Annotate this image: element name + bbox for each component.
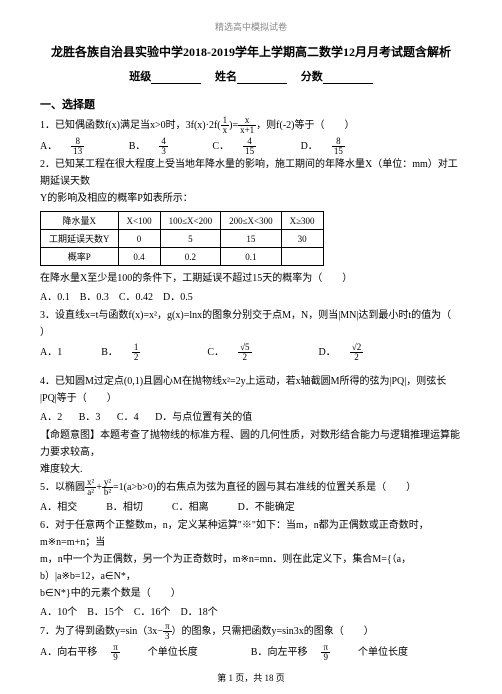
option-b: B．相切: [106, 499, 143, 517]
q2-line2: Y的影响及相应的概率P如表所示：: [40, 190, 462, 207]
option-c: C．相离: [172, 499, 209, 517]
q2-table: 降水量XX<100100≤X<200200≤X<300X≥300 工期延误天数Y…: [40, 211, 324, 266]
option-b: B．向左平移π9个单位长度: [251, 643, 422, 662]
option-b: B．12: [101, 343, 168, 362]
fraction-icon: xx+1: [238, 116, 256, 135]
class-label: 班级: [129, 68, 151, 84]
q1-text: 1．已知偶函数f(x)满足当x>0时，3f(x)·2f(: [40, 120, 221, 131]
question-2: 2．已知某工程在很大程度上受当地年降水量的影响，施工期间的年降水量X（单位：mm…: [40, 156, 462, 207]
question-4: 4．已知圆M过定点(0,1)且圆心M在抛物线x²=2y上运动，若x轴截圆M所得的…: [40, 373, 462, 407]
q6-l3: b∈N*}中的元素个数是（ ）: [40, 585, 462, 602]
q3-options: A．1 B．12 C．√52 D．√22: [40, 343, 462, 362]
fraction-icon: 1x: [221, 116, 230, 135]
q4-line2: |PQ|等于（ ）: [40, 390, 462, 407]
name-label: 姓名: [215, 68, 237, 84]
option-d: D．不能确定: [238, 499, 295, 517]
q4-note1: 【命题意图】本题考查了抛物线的标准方程、圆的几何性质，对数形结合能力与逻辑推理运…: [40, 427, 462, 461]
table-row: 概率P0.40.20.1: [41, 248, 324, 266]
q4-note2: 难度较大.: [40, 461, 462, 478]
question-7: 7．为了得到函数y=sin（3x−π3）的图象，只需把函数y=sin3x的图象（…: [40, 622, 462, 641]
info-line: 班级 姓名 分数: [40, 68, 462, 84]
question-1: 1．已知偶函数f(x)满足当x>0时，3f(x)·2f(1x)=xx+1，则f(…: [40, 116, 462, 135]
q6-options: A．10个 B．15个 C．16个 D．18个: [40, 604, 462, 622]
option-d: D．与点位置有关的值: [155, 409, 252, 427]
name-blank: [237, 73, 287, 84]
q2-line1: 2．已知某工程在很大程度上受当地年降水量的影响，施工期间的年降水量X（单位：mm…: [40, 156, 462, 190]
fraction-icon: π3: [163, 622, 172, 641]
option-a: A．1: [40, 344, 62, 362]
q5-pre: 5．以椭圆: [40, 482, 85, 493]
option-c: C．√52: [207, 343, 279, 362]
fraction-icon: y²b²: [102, 478, 113, 497]
option-a: A．813: [40, 137, 112, 156]
q3-line1: 3．设直线x=t与函数f(x)=x²，g(x)=lnx的图象分别交于点M，N，则…: [40, 307, 462, 324]
page-header: 精选高中模拟试卷: [40, 20, 462, 33]
option-b: B．43: [129, 137, 196, 156]
q4-options: A．2 B．3 C．4 D．与点位置有关的值: [40, 409, 462, 427]
q5-options: A．相交 B．相切 C．相离 D．不能确定: [40, 499, 462, 517]
fraction-icon: x²a²: [85, 478, 96, 497]
section-1-title: 一、选择题: [40, 96, 462, 112]
option-a: A．2: [40, 409, 62, 427]
q7-mid: ）的图象，只需把函数y=sin3x的图象（ ）: [172, 626, 374, 637]
q7-options: A．向右平移π9个单位长度 B．向左平移π9个单位长度: [40, 643, 462, 662]
option-d: D．815: [301, 137, 373, 156]
question-5: 5．以椭圆x²a²+y²b²=1(a>b>0)的右焦点为弦为直径的圆与其右准线的…: [40, 478, 462, 497]
question-6: 6．对于任意两个正整数m，n，定义某种运算"※"如下：当m，n都为正偶数或正奇数…: [40, 517, 462, 602]
option-b: B．3: [79, 409, 101, 427]
option-c: C．415: [212, 137, 284, 156]
exam-title: 龙胜各族自治县实验中学2018-2019学年上学期高二数学12月月考试题含解析: [40, 43, 462, 62]
q1-options: A．813 B．43 C．415 D．815: [40, 137, 462, 156]
q6-l1: 6．对于任意两个正整数m，n，定义某种运算"※"如下：当m，n都为正偶数或正奇数…: [40, 517, 462, 551]
q2-line3: 在降水量X至少是100的条件下，工期延误不超过15天的概率为（ ）: [40, 270, 462, 287]
page-footer: 第 1 页，共 18 页: [0, 671, 502, 684]
class-blank: [151, 73, 201, 84]
q2-options: A．0.1 B．0.3 C．0.42 D．0.5: [40, 289, 462, 307]
q3-line2: ）: [40, 324, 462, 341]
q7-pre: 7．为了得到函数y=sin（3x−: [40, 626, 163, 637]
table-row: 降水量XX<100100≤X<200200≤X<300X≥300: [41, 212, 324, 230]
score-label: 分数: [301, 68, 323, 84]
option-c: C．4: [117, 409, 139, 427]
score-blank: [323, 73, 373, 84]
q6-l2: m，n中一个为正偶数，另一个为正奇数时，m※n=mn．则在此定义下，集合M={（…: [40, 551, 462, 585]
table-row: 工期延误天数Y051530: [41, 230, 324, 248]
option-a: A．向右平移π9个单位长度: [40, 643, 212, 662]
question-3: 3．设直线x=t与函数f(x)=x²，g(x)=lnx的图象分别交于点M，N，则…: [40, 307, 462, 341]
option-a: A．相交: [40, 499, 77, 517]
option-d: D．√22: [319, 343, 392, 362]
q4-line1: 4．已知圆M过定点(0,1)且圆心M在抛物线x²=2y上运动，若x轴截圆M所得的…: [40, 373, 462, 390]
